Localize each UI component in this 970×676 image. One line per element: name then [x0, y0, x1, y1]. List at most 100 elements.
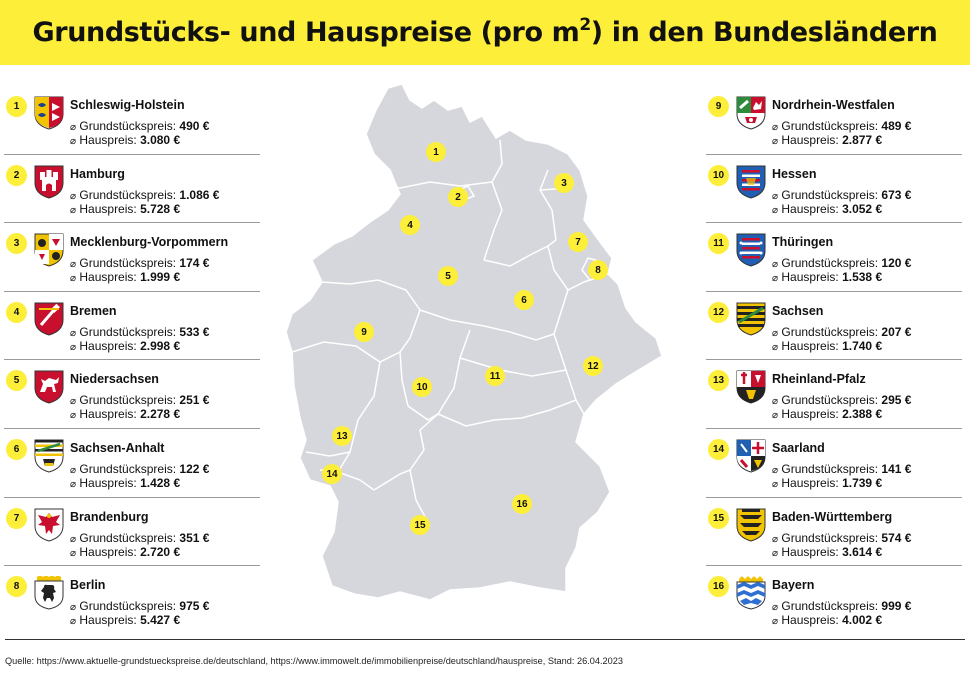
- state-entry: 10 Hessen ⌀ Grundstückspreis: 673 € ⌀ Ha…: [706, 155, 962, 224]
- state-entry: 5 Niedersachsen ⌀ Grundstückspreis: 251 …: [4, 360, 260, 429]
- land-price-line: ⌀ Grundstückspreis: 207 €: [772, 324, 912, 339]
- state-name: Saarland: [772, 440, 825, 455]
- mv-crest-icon: [34, 233, 64, 267]
- house-price-line: ⌀ Hauspreis: 5.728 €: [70, 201, 181, 216]
- house-price-line: ⌀ Hauspreis: 4.002 €: [772, 613, 883, 628]
- state-name: Brandenburg: [70, 509, 149, 524]
- state-number-badge: 4: [6, 301, 27, 323]
- state-number-badge: 7: [6, 507, 27, 529]
- state-entry: 2 Hamburg ⌀ Grundstückspreis: 1.086 € ⌀ …: [4, 155, 260, 224]
- state-entry: 15 Baden-Württemberg ⌀ Grundstückspreis:…: [706, 498, 962, 567]
- land-price-line: ⌀ Grundstückspreis: 295 €: [772, 393, 912, 408]
- state-number-badge: 2: [6, 164, 27, 186]
- state-entry: 8 Berlin ⌀ Grundstückspreis: 975 € ⌀ Hau…: [4, 566, 260, 635]
- house-price-line: ⌀ Hauspreis: 2.278 €: [70, 407, 181, 422]
- map-marker: 2: [448, 187, 468, 207]
- sh-crest-icon: [34, 96, 64, 130]
- map-marker: 1: [426, 142, 446, 162]
- state-entry: 16 Bayern ⌀ Grundstückspreis: 999 € ⌀ Ha…: [706, 566, 962, 635]
- germany-outline: [285, 83, 663, 601]
- house-price-line: ⌀ Hauspreis: 2.720 €: [70, 544, 181, 559]
- state-name: Berlin: [70, 578, 106, 593]
- state-number-badge: 11: [708, 233, 729, 255]
- land-price-line: ⌀ Grundstückspreis: 251 €: [70, 393, 210, 408]
- land-price-line: ⌀ Grundstückspreis: 120 €: [772, 256, 912, 271]
- state-number-badge: 12: [708, 301, 729, 323]
- map-marker: 13: [332, 426, 352, 446]
- state-number-badge: 14: [708, 438, 729, 460]
- state-name: Thüringen: [772, 235, 834, 250]
- map-marker: 8: [588, 260, 608, 280]
- house-price-line: ⌀ Hauspreis: 2.388 €: [772, 407, 883, 422]
- house-price-line: ⌀ Hauspreis: 3.080 €: [70, 133, 181, 147]
- house-price-line: ⌀ Hauspreis: 2.877 €: [772, 133, 883, 147]
- state-name: Bayern: [772, 578, 815, 593]
- he-crest-icon: [736, 165, 766, 199]
- house-price-line: ⌀ Hauspreis: 1.999 €: [70, 270, 181, 285]
- ni-crest-icon: [34, 370, 64, 404]
- map-marker: 14: [322, 464, 342, 484]
- map-marker: 16: [512, 494, 532, 514]
- germany-map: 1 2 3 4 5 6 7 8 9 10 11 12 13 14 15 16: [270, 70, 700, 630]
- house-price-line: ⌀ Hauspreis: 1.538 €: [772, 270, 883, 285]
- house-price-line: ⌀ Hauspreis: 2.998 €: [70, 338, 181, 353]
- house-price-line: ⌀ Hauspreis: 1.740 €: [772, 338, 883, 353]
- house-price-line: ⌀ Hauspreis: 3.614 €: [772, 544, 883, 559]
- land-price-line: ⌀ Grundstückspreis: 351 €: [70, 530, 210, 545]
- state-entry: 14 Saarland ⌀ Grundstückspreis: 141 € ⌀ …: [706, 429, 962, 498]
- map-marker: 11: [485, 366, 505, 386]
- land-price-line: ⌀ Grundstückspreis: 574 €: [772, 530, 912, 545]
- state-entry: 11 Thüringen ⌀ Grundstückspreis: 120 € ⌀…: [706, 223, 962, 292]
- state-entry: 9 Nordrhein-Westfalen ⌀ Grundstückspreis…: [706, 86, 962, 155]
- map-marker: 7: [568, 232, 588, 252]
- state-name: Bremen: [70, 303, 117, 318]
- state-number-badge: 15: [708, 507, 729, 529]
- state-number-badge: 8: [6, 576, 27, 598]
- land-price-line: ⌀ Grundstückspreis: 1.086 €: [70, 187, 220, 202]
- map-marker: 12: [583, 356, 603, 376]
- page-title: Grundstücks- und Hauspreise (pro m2) in …: [32, 15, 938, 49]
- bw-crest-icon: [736, 508, 766, 542]
- land-price-line: ⌀ Grundstückspreis: 490 €: [70, 119, 210, 133]
- land-price-line: ⌀ Grundstückspreis: 141 €: [772, 461, 912, 476]
- house-price-line: ⌀ Hauspreis: 1.428 €: [70, 475, 181, 490]
- sl-crest-icon: [736, 439, 766, 473]
- state-name: Sachsen: [772, 303, 824, 318]
- state-number-badge: 9: [708, 96, 729, 117]
- map-marker: 3: [554, 173, 574, 193]
- land-price-line: ⌀ Grundstückspreis: 533 €: [70, 324, 210, 339]
- state-entry: 6 Sachsen-Anhalt ⌀ Grundstückspreis: 122…: [4, 429, 260, 498]
- state-name: Baden-Württemberg: [772, 509, 893, 524]
- state-entry: 12 Sachsen ⌀ Grundstückspreis: 207 € ⌀ H…: [706, 292, 962, 361]
- land-price-line: ⌀ Grundstückspreis: 999 €: [772, 599, 912, 614]
- rp-crest-icon: [736, 370, 766, 404]
- house-price-line: ⌀ Hauspreis: 1.739 €: [772, 475, 883, 490]
- state-name: Niedersachsen: [70, 372, 159, 387]
- hb-crest-icon: [34, 302, 64, 336]
- hh-crest-icon: [34, 165, 64, 199]
- th-crest-icon: [736, 233, 766, 267]
- map-marker: 10: [412, 377, 432, 397]
- states-list-right: 9 Nordrhein-Westfalen ⌀ Grundstückspreis…: [706, 86, 962, 635]
- house-price-line: ⌀ Hauspreis: 3.052 €: [772, 201, 883, 216]
- state-number-badge: 6: [6, 438, 27, 460]
- house-price-line: ⌀ Hauspreis: 5.427 €: [70, 613, 181, 628]
- map-marker: 5: [438, 266, 458, 286]
- map-marker: 9: [354, 322, 374, 342]
- land-price-line: ⌀ Grundstückspreis: 489 €: [772, 119, 912, 133]
- state-entry: 4 Bremen ⌀ Grundstückspreis: 533 € ⌀ Hau…: [4, 292, 260, 361]
- state-entry: 7 Brandenburg ⌀ Grundstückspreis: 351 € …: [4, 498, 260, 567]
- nw-crest-icon: [736, 96, 766, 130]
- title-banner: Grundstücks- und Hauspreise (pro m2) in …: [0, 0, 970, 65]
- state-entry: 3 Mecklenburg-Vorpommern ⌀ Grundstückspr…: [4, 223, 260, 292]
- land-price-line: ⌀ Grundstückspreis: 673 €: [772, 187, 912, 202]
- state-name: Mecklenburg-Vorpommern: [70, 235, 229, 250]
- state-name: Sachsen-Anhalt: [70, 440, 165, 455]
- by-crest-icon: [736, 576, 766, 610]
- map-marker: 15: [410, 515, 430, 535]
- state-name: Hamburg: [70, 166, 125, 181]
- map-marker: 4: [400, 215, 420, 235]
- state-number-badge: 10: [708, 164, 729, 186]
- be-crest-icon: [34, 576, 64, 610]
- state-name: Hessen: [772, 166, 817, 181]
